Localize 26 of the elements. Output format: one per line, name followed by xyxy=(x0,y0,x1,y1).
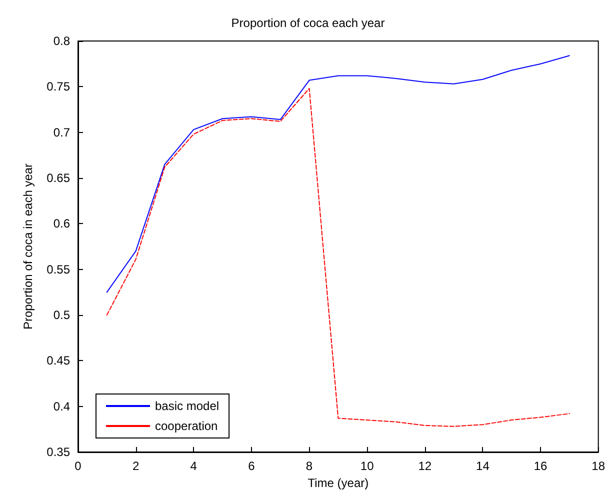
y-tick-label: 0.6 xyxy=(53,216,70,231)
x-tick-label: 14 xyxy=(476,459,490,473)
y-tick-label: 0.65 xyxy=(46,171,70,185)
chart-title: Proportion of coca each year xyxy=(231,16,385,30)
x-tick-label: 8 xyxy=(306,459,313,473)
x-tick-label: 6 xyxy=(248,459,256,473)
y-tick-label: 0.75 xyxy=(46,80,70,94)
y-tick-label: 0.35 xyxy=(46,445,70,459)
y-tick-label: 0.55 xyxy=(46,262,70,276)
y-tick-label: 0.7 xyxy=(53,125,70,140)
x-tick-label: 12 xyxy=(418,459,432,473)
x-tick-label: 18 xyxy=(592,459,606,473)
x-tick-label: 4 xyxy=(190,459,198,473)
x-axis-title: Time (year) xyxy=(308,476,369,490)
x-tick-label: 16 xyxy=(534,459,548,473)
x-tick-label: 10 xyxy=(360,459,374,473)
x-tick-label: 2 xyxy=(132,459,140,473)
x-tick-label: 0 xyxy=(74,459,82,473)
legend-label: basic model xyxy=(155,399,220,413)
y-axis-title: Proportion of coca in each year xyxy=(21,163,35,330)
y-tick-label: 0.5 xyxy=(53,308,70,322)
legend-label: cooperation xyxy=(155,419,218,433)
y-tick-label: 0.45 xyxy=(46,354,70,368)
y-tick-label: 0.4 xyxy=(53,399,70,414)
y-tick-label: 0.8 xyxy=(53,34,70,48)
line-series xyxy=(106,55,570,293)
